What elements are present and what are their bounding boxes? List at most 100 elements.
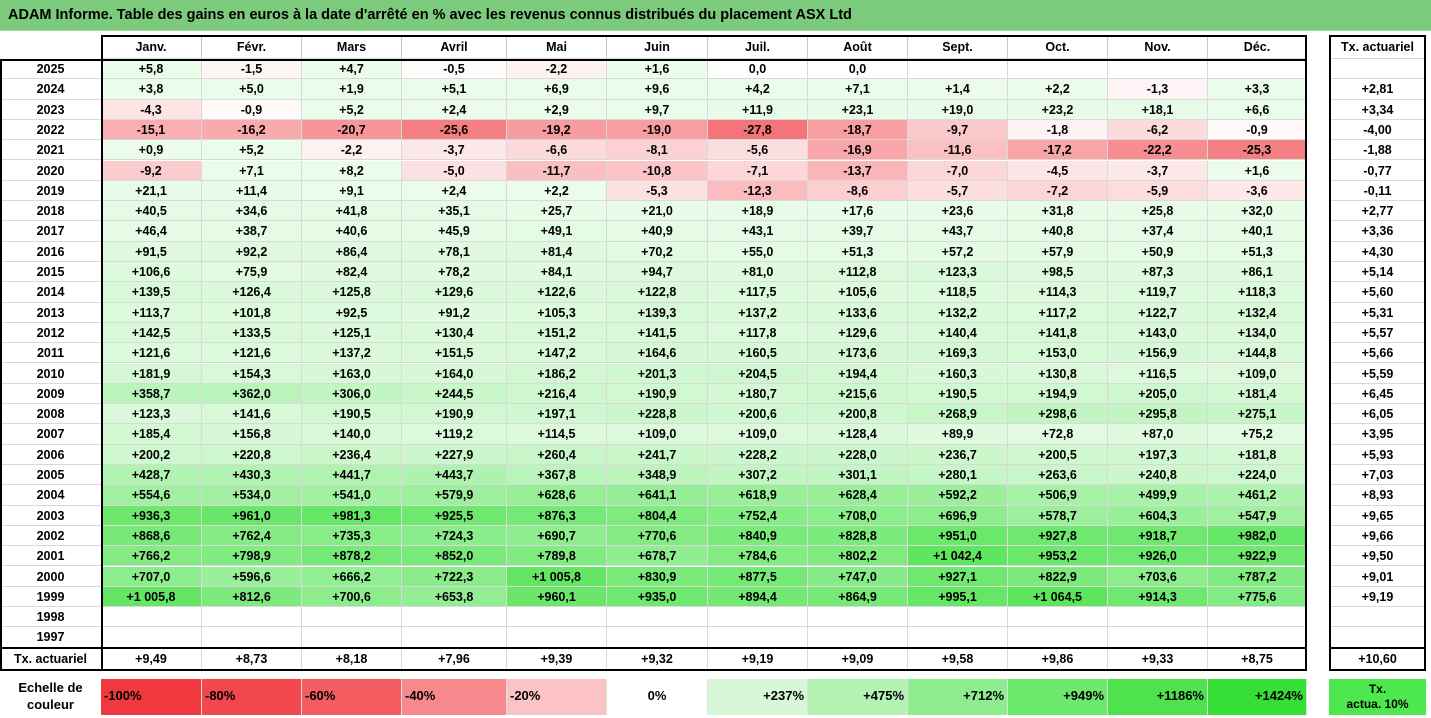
table-cell: +927,8	[1008, 525, 1108, 547]
year-label: 2008	[0, 404, 101, 425]
table-cell: -1,3	[1108, 79, 1208, 100]
table-cell: +45,9	[402, 221, 507, 242]
table-cell: +57,9	[1008, 241, 1108, 262]
table-cell: +114,5	[507, 424, 607, 445]
table-cell: +190,9	[402, 404, 507, 425]
table-cell: +118,3	[1208, 282, 1307, 303]
table-cell: +878,2	[302, 546, 402, 567]
table-cell: +32,0	[1208, 201, 1307, 222]
table-cell: +84,1	[507, 262, 607, 283]
table-cell	[101, 627, 202, 648]
year-label: 1999	[0, 587, 101, 608]
table-cell: +367,8	[507, 465, 607, 486]
table-cell: +802,2	[808, 546, 908, 567]
table-cell: +2,2	[1008, 79, 1108, 100]
table-cell: +23,1	[808, 99, 908, 120]
rate-cell	[1329, 59, 1426, 80]
table-cell: +125,1	[302, 322, 402, 344]
column-header: Mars	[302, 35, 402, 59]
year-label: 2024	[0, 79, 101, 100]
table-cell: +914,3	[1108, 586, 1208, 608]
table-cell: +118,5	[908, 282, 1008, 303]
rate-cell: -1,88	[1329, 140, 1426, 161]
table-cell: +117,8	[708, 322, 808, 344]
rate-cell: +5,14	[1329, 262, 1426, 283]
table-cell: +11,4	[202, 180, 302, 202]
year-label: 2010	[0, 364, 101, 384]
table-cell: +81,0	[708, 262, 808, 283]
table-cell: +43,7	[908, 221, 1008, 242]
table-cell: +592,2	[908, 485, 1008, 506]
table-cell: +133,5	[202, 322, 302, 344]
legend-swatch: +1424%	[1208, 679, 1307, 715]
year-label: 2021	[0, 140, 101, 161]
table-cell: -5,0	[402, 160, 507, 181]
table-cell: +499,9	[1108, 485, 1208, 506]
year-label: 2003	[0, 506, 101, 526]
table-cell: +156,9	[1108, 343, 1208, 364]
table-cell: +752,4	[708, 505, 808, 526]
table-cell: +114,3	[1008, 282, 1108, 303]
year-label: 2023	[0, 100, 101, 120]
rate-cell: -0,11	[1329, 181, 1426, 202]
table-cell: -3,6	[1208, 180, 1307, 202]
table-cell: +87,3	[1108, 262, 1208, 283]
table-cell	[1008, 607, 1108, 628]
table-cell: +461,2	[1208, 485, 1307, 506]
rate-cell: -0,77	[1329, 161, 1426, 181]
table-cell: +628,4	[808, 485, 908, 506]
year-label: 2013	[0, 303, 101, 323]
footer-label: Tx. actuariel	[14, 652, 87, 666]
rate-cell: +9,65	[1329, 506, 1426, 526]
table-cell: +275,1	[1208, 404, 1307, 425]
table-cell: +181,9	[101, 363, 202, 384]
table-cell: -2,2	[302, 140, 402, 161]
table-cell	[1008, 627, 1108, 648]
table-cell: +1 064,5	[1008, 586, 1108, 608]
legend-rate-line2: actua. 10%	[1346, 697, 1409, 711]
table-cell: +877,5	[708, 566, 808, 587]
table-cell: +441,7	[302, 465, 402, 486]
table-cell: -15,1	[101, 119, 202, 141]
table-cell: +92,2	[202, 241, 302, 262]
legend-swatch: -60%	[302, 679, 402, 715]
table-cell: +169,3	[908, 343, 1008, 364]
table-cell: +109,0	[708, 424, 808, 445]
table-cell: +50,9	[1108, 241, 1208, 262]
table-cell: +141,8	[1008, 322, 1108, 344]
table-cell: +105,6	[808, 282, 908, 303]
table-cell: +789,8	[507, 546, 607, 567]
column-header: Janv.	[101, 35, 202, 59]
table-cell: +982,0	[1208, 525, 1307, 547]
table-cell: +9,1	[302, 180, 402, 202]
table-cell: -9,7	[908, 119, 1008, 141]
table-cell: +227,9	[402, 444, 507, 465]
table-cell: -4,5	[1008, 160, 1108, 181]
table-cell: +926,0	[1108, 546, 1208, 567]
footer-rate-cell: +10,60	[1358, 652, 1397, 666]
table-cell: +173,6	[808, 343, 908, 364]
table-cell: +185,4	[101, 424, 202, 445]
table-cell	[202, 627, 302, 648]
table-cell: +876,3	[507, 505, 607, 526]
table-cell: +5,1	[402, 79, 507, 100]
table-cell	[402, 627, 507, 648]
table-cell: +140,0	[302, 424, 402, 445]
table-cell: +117,5	[708, 282, 808, 303]
table-cell: +1,6	[1208, 160, 1307, 181]
table-cell: +306,0	[302, 383, 402, 405]
column-header: Déc.	[1208, 35, 1307, 59]
table-cell: +123,3	[908, 262, 1008, 283]
year-label: 2018	[0, 201, 101, 222]
table-cell: +190,5	[302, 404, 402, 425]
rate-cell: +2,81	[1329, 79, 1426, 100]
table-cell: -1,8	[1008, 119, 1108, 141]
table-cell: +19,0	[908, 99, 1008, 120]
table-cell: +121,6	[202, 343, 302, 364]
footer-cell: +9,33	[1108, 647, 1208, 671]
footer-cell: +9,39	[507, 647, 607, 671]
table-cell: -11,6	[908, 140, 1008, 161]
table-cell: +236,4	[302, 444, 402, 465]
table-cell: +39,7	[808, 221, 908, 242]
table-cell: +122,6	[507, 282, 607, 303]
